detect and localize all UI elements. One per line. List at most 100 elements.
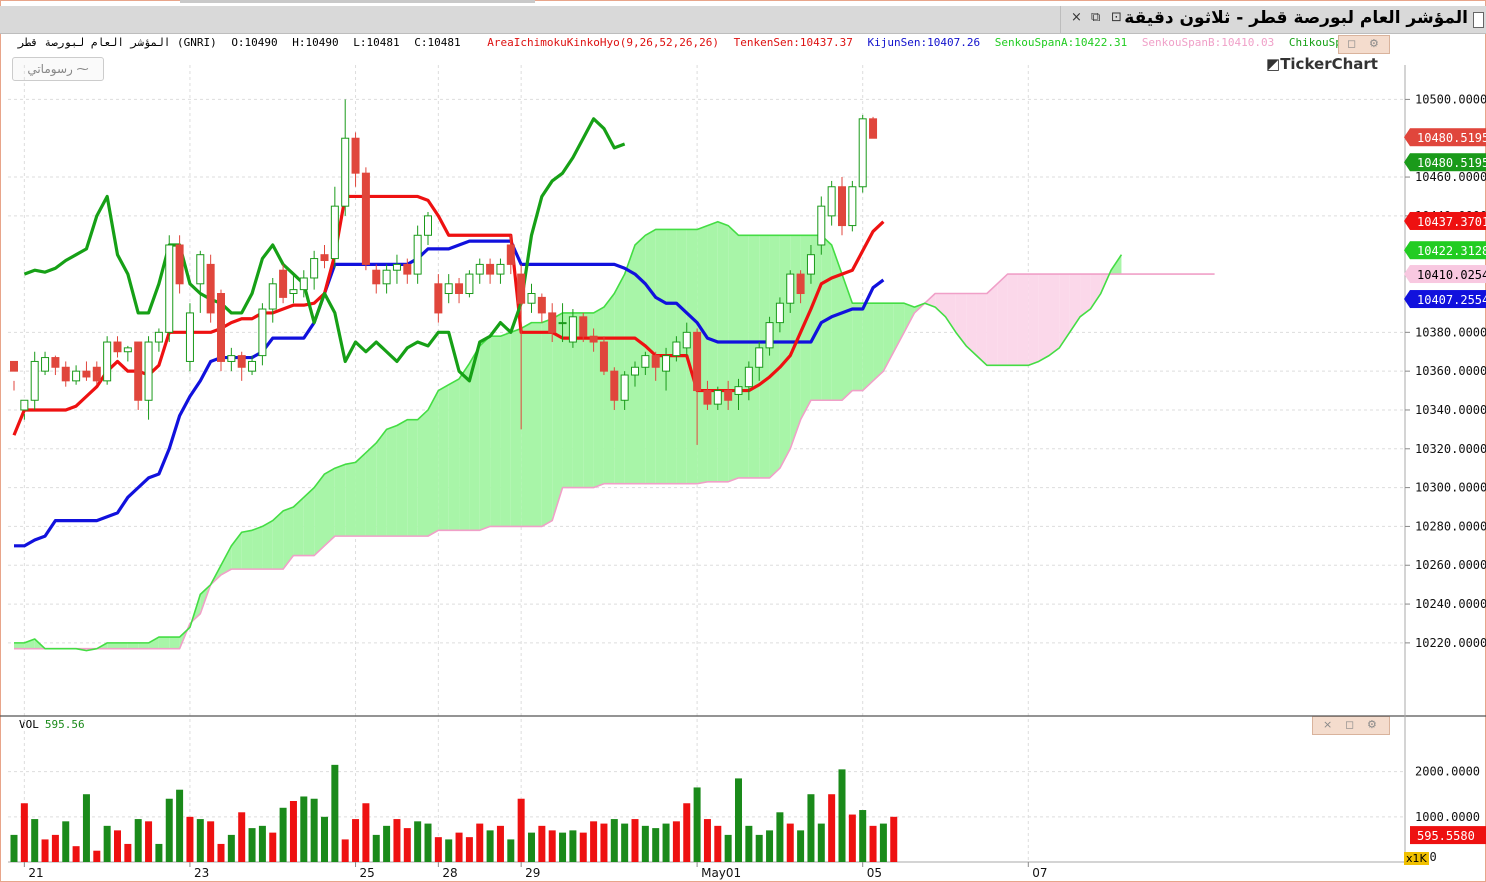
volume-bar [269, 832, 277, 862]
volume-bar [672, 821, 680, 862]
volume-settings-icon[interactable]: ⚙ [1367, 718, 1377, 731]
senkou-span-b-line [14, 273, 1215, 650]
bullish-cloud-segment [407, 419, 418, 537]
time-tick-label: 29 [525, 866, 540, 880]
candle-body [279, 269, 288, 298]
volume-close-icon[interactable]: × [1323, 718, 1333, 731]
bullish-cloud-segment [117, 642, 128, 649]
bullish-cloud-segment [438, 384, 449, 531]
candle-body [123, 347, 132, 353]
drawing-pen-icon: ⁓ [76, 62, 89, 76]
candle-body [341, 137, 350, 207]
volume-bar [238, 812, 246, 862]
volume-bar [424, 823, 432, 862]
candle-body [413, 234, 422, 275]
price-tick-label: 10360.0000 [1415, 364, 1486, 378]
bullish-cloud-segment [365, 442, 377, 537]
bullish-cloud-segment [448, 378, 460, 531]
volume-bar [528, 832, 535, 862]
price-panel-controls: ◻ ⚙ [1338, 35, 1390, 54]
bullish-cloud-segment [593, 307, 604, 488]
volume-bar [383, 825, 391, 862]
volume-bar [869, 825, 877, 862]
volume-bar [631, 819, 639, 862]
volume-bar [300, 796, 308, 862]
bullish-cloud-segment [862, 303, 874, 391]
bullish-cloud-segment [531, 322, 542, 527]
bullish-cloud-segment [562, 312, 573, 488]
candle-body [20, 399, 29, 411]
bullish-cloud-segment [345, 462, 356, 537]
volume-bar [103, 825, 111, 862]
candle-body [724, 390, 733, 401]
candle-body [134, 341, 143, 401]
bullish-cloud-segment [231, 532, 242, 570]
candle-body [434, 283, 443, 314]
time-tick-label: 25 [360, 866, 375, 880]
volume-bar [797, 830, 805, 862]
panel-maximize-icon[interactable]: ◻ [1347, 37, 1357, 50]
candle-body [744, 366, 753, 388]
bearish-cloud-segment [945, 293, 956, 333]
indicator-name: AreaIchimokuKinkoHyo(9,26,52,26,26) [487, 36, 720, 49]
candle-body [579, 316, 588, 337]
candle-body [838, 186, 846, 227]
open-value: O:10490 [231, 36, 278, 49]
last-value-badge [1410, 211, 1486, 230]
title-checkbox[interactable] [1473, 12, 1484, 28]
candle-body [506, 244, 515, 265]
volume-bar [445, 839, 453, 862]
bullish-cloud-segment [614, 274, 625, 484]
candle-body [165, 244, 174, 333]
volume-bar [776, 812, 784, 862]
panel-settings-icon[interactable]: ⚙ [1369, 37, 1379, 50]
bullish-cloud-segment [769, 235, 780, 478]
bullish-cloud-segment [873, 303, 884, 381]
bullish-cloud-segment [241, 530, 253, 570]
bullish-cloud-segment [334, 464, 346, 537]
volume-multiplier: x1K [1404, 852, 1429, 865]
my-drawings-button[interactable]: رسوماتي ⁓ [12, 57, 104, 81]
drawings-label: رسوماتي [27, 62, 73, 76]
bullish-cloud-segment [386, 425, 397, 537]
volume-bar [817, 823, 825, 862]
volume-bar [279, 807, 287, 862]
bullish-cloud-segment [158, 637, 170, 649]
volume-bar [331, 764, 339, 862]
last-value-pointer [1404, 128, 1410, 147]
volume-bar [662, 823, 670, 862]
volume-maximize-icon[interactable]: ◻ [1345, 718, 1355, 731]
volume-bar [341, 839, 349, 862]
volume-bar [755, 834, 763, 862]
candle-body [527, 293, 536, 304]
bullish-cloud-segment [779, 235, 791, 469]
bullish-cloud-segment [552, 312, 563, 521]
candle-body [558, 322, 567, 325]
candle-body [568, 316, 577, 343]
restore-icon[interactable]: ⧉ [1091, 10, 1101, 25]
candle-body [382, 269, 391, 285]
candle-body [310, 258, 319, 279]
candle-body [662, 355, 671, 372]
bullish-cloud-segment [396, 419, 408, 537]
candle-body [517, 273, 526, 304]
maximize-icon[interactable]: ⊡ [1111, 10, 1122, 25]
volume-bar [372, 834, 380, 862]
candle-body [72, 370, 81, 382]
bearish-cloud-segment [1038, 274, 1049, 362]
last-value-badge [1410, 290, 1486, 309]
bearish-cloud-segment [986, 283, 998, 366]
close-icon[interactable]: × [1071, 10, 1082, 25]
candle-body [320, 254, 329, 262]
candle-body [444, 283, 453, 295]
volume-bar [600, 823, 608, 862]
candle-body [713, 390, 722, 405]
last-value-label: 10480.5195 [1417, 131, 1486, 145]
last-value-badge [1410, 265, 1486, 284]
high-value: H:10490 [292, 36, 339, 49]
volume-bar [714, 825, 722, 862]
bullish-cloud-segment [459, 363, 470, 531]
volume-bar [51, 834, 59, 862]
close-value: C:10481 [414, 36, 461, 49]
